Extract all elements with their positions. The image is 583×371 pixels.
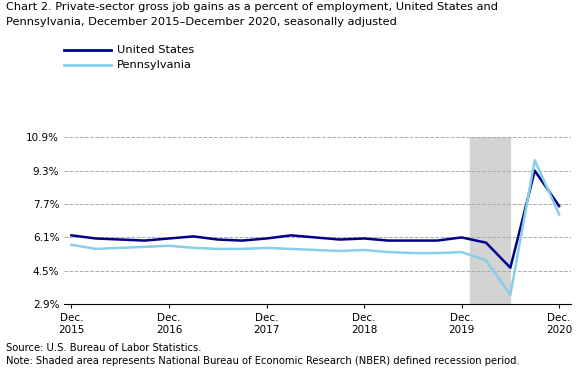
Text: Note: Shaded area represents National Bureau of Economic Research (NBER) defined: Note: Shaded area represents National Bu… — [6, 356, 519, 366]
Text: Chart 2. Private-sector gross job gains as a percent of employment, United State: Chart 2. Private-sector gross job gains … — [6, 2, 498, 12]
Text: United States: United States — [117, 45, 194, 55]
Text: Source: U.S. Bureau of Labor Statistics.: Source: U.S. Bureau of Labor Statistics. — [6, 343, 201, 353]
Bar — [470, 137, 510, 304]
Text: Pennsylvania: Pennsylvania — [117, 60, 191, 70]
Text: Pennsylvania, December 2015–December 2020, seasonally adjusted: Pennsylvania, December 2015–December 202… — [6, 17, 396, 27]
